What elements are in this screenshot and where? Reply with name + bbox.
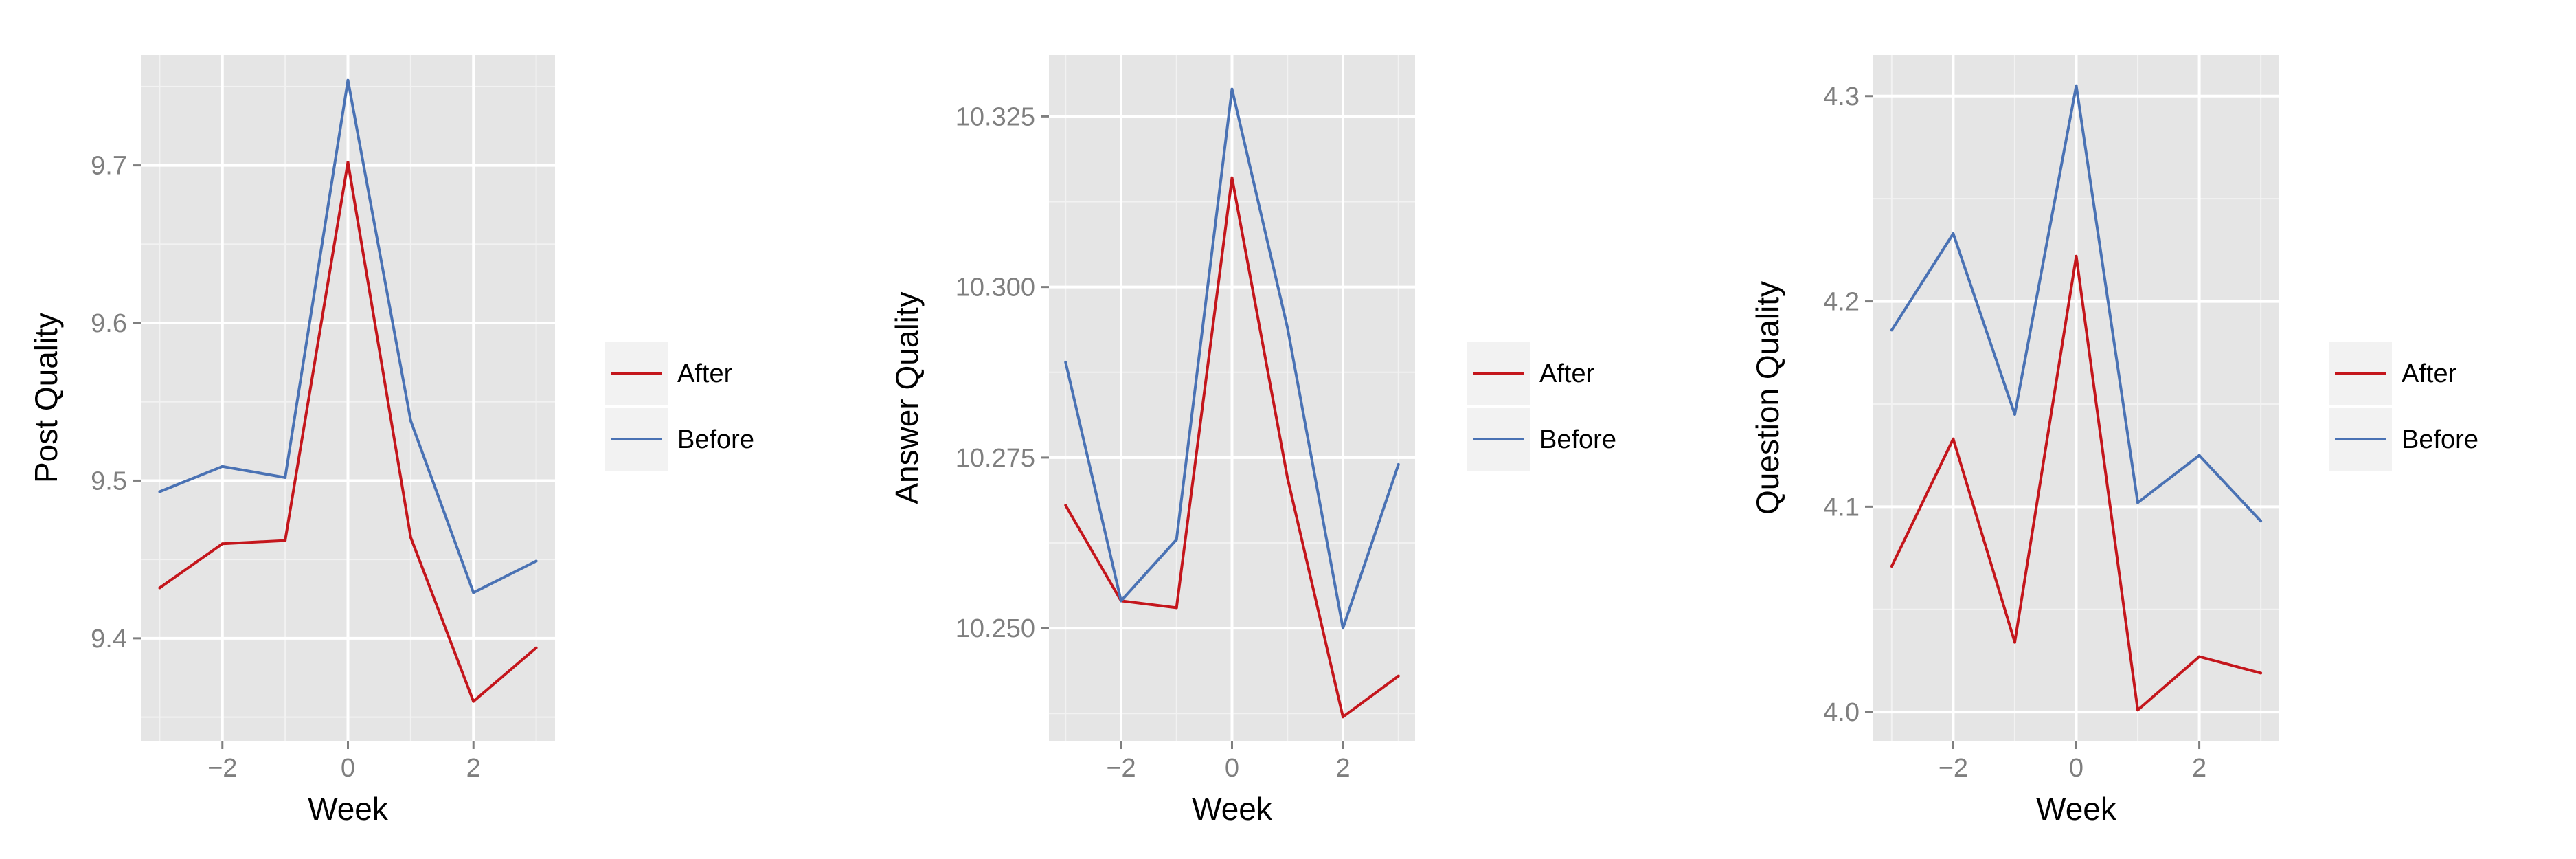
legend-label-after: After: [2402, 359, 2457, 388]
data-point-before: [2197, 454, 2201, 457]
x-tick-label: 2: [1335, 754, 1350, 783]
legend-label-after: After: [1539, 359, 1595, 388]
gridlines: [1873, 55, 2279, 741]
data-point-after: [2197, 655, 2201, 658]
x-tick-label: 0: [1225, 754, 1239, 783]
y-tick-label: 9.4: [91, 625, 127, 654]
data-point-before: [472, 591, 475, 594]
x-axis-title: Week: [1192, 791, 1273, 827]
legend: After Before: [605, 342, 754, 471]
chart-panel-2: −2 0 2 10.250 10.275 10.300 10.325 Week Answer Q…: [889, 55, 1616, 827]
y-tick-label: 9.5: [91, 467, 127, 495]
data-point-after: [158, 586, 161, 590]
data-point-after: [1952, 437, 1955, 440]
y-axis-title: Post Quality: [28, 313, 64, 483]
data-point-after: [1342, 715, 1345, 719]
legend-label-before: Before: [677, 425, 754, 454]
data-point-after: [472, 700, 475, 703]
x-tick-label: 2: [466, 754, 481, 783]
data-point-before: [158, 490, 161, 493]
data-point-before: [1342, 627, 1345, 630]
data-point-after: [346, 161, 350, 164]
y-tick-label: 4.3: [1823, 82, 1860, 111]
data-point-before: [2259, 520, 2263, 523]
x-axis-title: Week: [2036, 791, 2117, 827]
data-point-before: [1119, 599, 1122, 603]
data-point-before: [1175, 538, 1178, 542]
data-point-before: [221, 465, 224, 468]
x-axis-title: Week: [308, 791, 389, 827]
axes: −2 0 2 10.250 10.275 10.300 10.325 Week Answer Q…: [889, 102, 1351, 827]
x-tick-label: −2: [1939, 754, 1968, 783]
x-tick-label: 0: [2069, 754, 2083, 783]
data-point-after: [1064, 504, 1067, 507]
legend-label-before: Before: [2402, 425, 2478, 454]
chart-panel-3: −2 0 2 4.0 4.1 4.2 4.3 Week Question Quality Afte…: [1750, 55, 2478, 827]
data-point-after: [1286, 476, 1289, 480]
data-point-after: [1175, 606, 1178, 610]
data-point-after: [2075, 254, 2078, 258]
legend: After Before: [1467, 342, 1616, 471]
data-point-before: [1230, 87, 1234, 91]
y-tick-label: 9.7: [91, 152, 127, 181]
data-point-before: [1064, 360, 1067, 364]
legend: After Before: [2329, 342, 2478, 471]
data-point-after: [534, 646, 538, 649]
data-point-before: [409, 419, 412, 423]
y-axis-title: Question Quality: [1750, 281, 1785, 515]
gridlines: [1049, 55, 1415, 741]
data-point-after: [2259, 671, 2263, 675]
data-point-after: [2136, 709, 2140, 712]
data-point-after: [284, 539, 287, 542]
data-point-before: [1890, 328, 1893, 332]
axes: −2 0 2 9.4 9.5 9.6 9.7 Week Post Quality: [28, 152, 481, 827]
data-point-before: [1952, 232, 1955, 235]
data-point-before: [2013, 412, 2016, 416]
data-point-after: [409, 536, 412, 539]
data-point-before: [346, 78, 350, 82]
y-tick-label: 10.325: [956, 102, 1035, 131]
y-tick-label: 4.1: [1823, 493, 1860, 522]
axes: −2 0 2 4.0 4.1 4.2 4.3 Week Question Quality: [1750, 82, 2206, 827]
data-point-after: [1230, 176, 1234, 179]
y-tick-label: 10.300: [956, 274, 1035, 302]
data-point-before: [534, 559, 538, 563]
data-point-before: [1397, 462, 1400, 466]
legend-label-after: After: [677, 359, 733, 388]
gridlines: [141, 55, 555, 741]
chart-panel-1: −2 0 2 9.4 9.5 9.6 9.7 Week Post Quality After Bef…: [28, 55, 754, 827]
y-tick-label: 4.0: [1823, 698, 1860, 727]
y-tick-label: 10.275: [956, 444, 1035, 473]
y-tick-label: 4.2: [1823, 288, 1860, 317]
data-point-before: [2075, 84, 2078, 87]
x-tick-label: 2: [2192, 754, 2206, 783]
data-point-after: [221, 542, 224, 546]
data-point-before: [2136, 501, 2140, 504]
legend-label-before: Before: [1539, 425, 1616, 454]
data-point-before: [1286, 326, 1289, 330]
data-point-after: [2013, 640, 2016, 644]
data-point-after: [1397, 674, 1400, 678]
x-tick-label: −2: [1106, 754, 1136, 783]
y-tick-label: 9.6: [91, 309, 127, 338]
y-axis-title: Answer Quality: [889, 291, 925, 504]
y-tick-label: 10.250: [956, 614, 1035, 643]
data-point-after: [1890, 565, 1893, 568]
data-point-before: [284, 476, 287, 479]
x-tick-label: −2: [207, 754, 237, 783]
x-tick-label: 0: [341, 754, 355, 783]
